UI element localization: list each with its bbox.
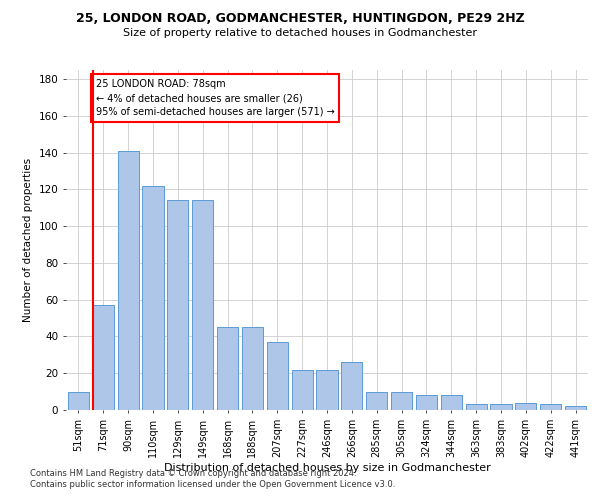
Bar <box>267 342 288 410</box>
Text: Contains public sector information licensed under the Open Government Licence v3: Contains public sector information licen… <box>30 480 395 489</box>
Text: 25, LONDON ROAD, GODMANCHESTER, HUNTINGDON, PE29 2HZ: 25, LONDON ROAD, GODMANCHESTER, HUNTINGD… <box>76 12 524 26</box>
Bar <box>118 151 139 410</box>
Bar <box>142 186 164 410</box>
Text: 25 LONDON ROAD: 78sqm
← 4% of detached houses are smaller (26)
95% of semi-detac: 25 LONDON ROAD: 78sqm ← 4% of detached h… <box>96 79 334 117</box>
Bar <box>565 406 586 410</box>
Text: Size of property relative to detached houses in Godmanchester: Size of property relative to detached ho… <box>123 28 477 38</box>
Bar <box>466 404 487 410</box>
Bar <box>391 392 412 410</box>
Bar <box>192 200 213 410</box>
Bar <box>366 392 387 410</box>
Bar <box>441 396 462 410</box>
Bar <box>515 402 536 410</box>
Bar <box>416 396 437 410</box>
Y-axis label: Number of detached properties: Number of detached properties <box>23 158 33 322</box>
Bar <box>93 305 114 410</box>
Bar <box>316 370 338 410</box>
Bar <box>540 404 561 410</box>
Bar <box>341 362 362 410</box>
Bar <box>167 200 188 410</box>
Text: Contains HM Land Registry data © Crown copyright and database right 2024.: Contains HM Land Registry data © Crown c… <box>30 468 356 477</box>
Bar <box>242 328 263 410</box>
Bar <box>217 328 238 410</box>
X-axis label: Distribution of detached houses by size in Godmanchester: Distribution of detached houses by size … <box>164 462 490 472</box>
Bar <box>292 370 313 410</box>
Bar <box>490 404 512 410</box>
Bar <box>68 392 89 410</box>
